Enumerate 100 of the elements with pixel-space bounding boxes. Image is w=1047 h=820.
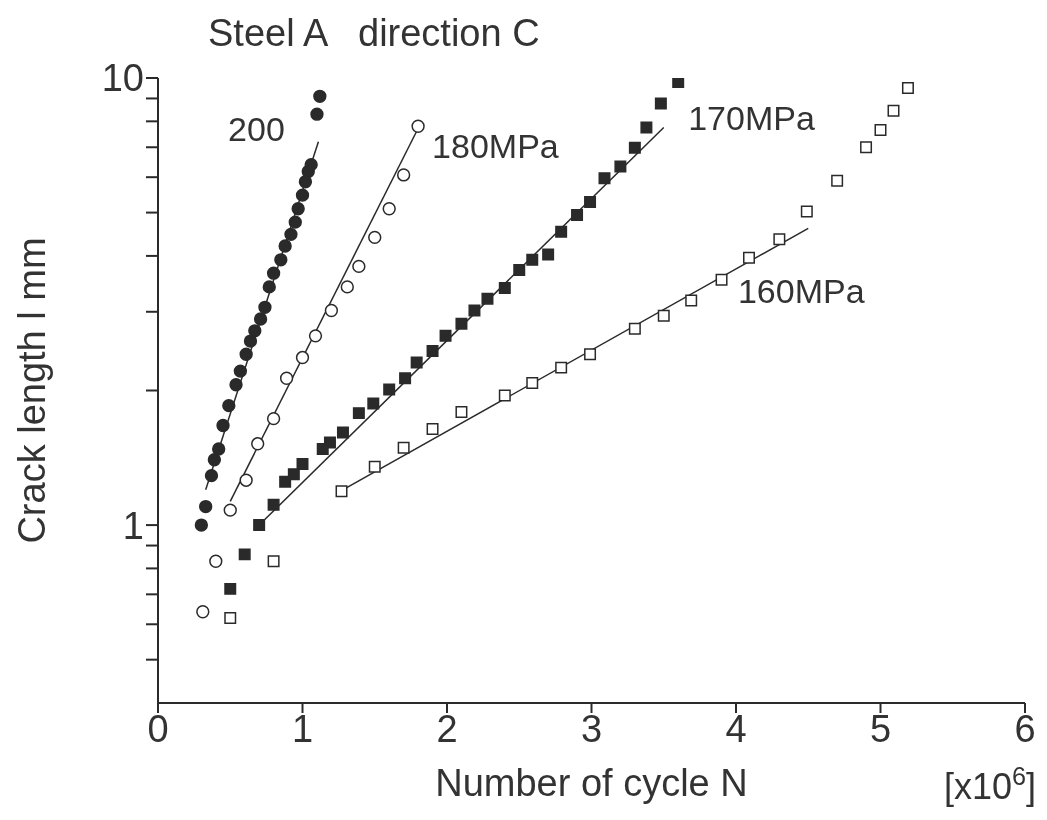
- point: [498, 389, 511, 402]
- point: [773, 233, 786, 246]
- point: [513, 264, 526, 276]
- point: [313, 89, 327, 103]
- point: [860, 141, 873, 154]
- point: [468, 304, 481, 317]
- point: [715, 273, 728, 286]
- point: [335, 485, 348, 498]
- point: [874, 124, 887, 137]
- series-label: 200: [228, 110, 285, 149]
- point: [262, 280, 276, 294]
- point: [526, 376, 539, 389]
- point: [238, 548, 251, 561]
- x-tick-label: 4: [725, 707, 747, 750]
- point: [396, 168, 411, 182]
- point: [266, 266, 281, 280]
- point: [308, 329, 323, 343]
- point: [628, 322, 641, 335]
- point: [279, 475, 292, 488]
- point: [410, 356, 423, 369]
- series-label: 160MPa: [737, 271, 865, 310]
- x-tick-label: 0: [147, 707, 169, 750]
- point: [222, 398, 236, 413]
- x-tick-label: 5: [869, 707, 892, 750]
- point: [204, 468, 219, 483]
- point: [274, 253, 288, 267]
- point: [800, 205, 813, 218]
- point: [426, 423, 439, 436]
- point: [426, 345, 439, 358]
- point: [555, 225, 568, 238]
- point: [887, 104, 900, 117]
- x-tick-label: 2: [436, 707, 458, 750]
- point: [367, 397, 380, 410]
- point: [279, 371, 294, 385]
- point: [209, 554, 223, 568]
- chart-title: Steel A direction C: [208, 11, 540, 56]
- point: [194, 518, 209, 532]
- point: [382, 202, 396, 216]
- series-label: 180MPa: [432, 127, 559, 166]
- point: [224, 611, 237, 624]
- point: [296, 457, 309, 470]
- x-tick-label: 1: [291, 707, 314, 750]
- point: [352, 259, 366, 274]
- point: [199, 499, 213, 514]
- point: [216, 418, 230, 433]
- point: [233, 364, 248, 378]
- point: [526, 253, 539, 266]
- point: [584, 348, 597, 361]
- point: [654, 97, 667, 110]
- point: [284, 227, 298, 241]
- point: [288, 215, 302, 229]
- point: [266, 412, 281, 426]
- point: [640, 121, 653, 134]
- point: [324, 303, 339, 318]
- point: [310, 107, 324, 121]
- point: [229, 378, 243, 392]
- point: [298, 175, 313, 189]
- point: [481, 292, 494, 305]
- point: [614, 160, 627, 173]
- series-label: 170MPa: [688, 98, 815, 137]
- point: [455, 406, 468, 419]
- point: [685, 294, 698, 307]
- point: [223, 503, 237, 517]
- point: [212, 442, 226, 456]
- point: [253, 519, 266, 532]
- point: [498, 282, 511, 295]
- point: [411, 119, 425, 133]
- x-axis-title: Number of cycle N: [435, 762, 748, 804]
- point: [267, 555, 280, 568]
- point: [901, 81, 914, 94]
- point: [555, 361, 568, 374]
- point: [368, 230, 382, 245]
- point: [196, 605, 210, 619]
- point: [267, 498, 280, 511]
- point: [455, 317, 468, 330]
- point: [571, 208, 584, 221]
- point: [304, 158, 318, 172]
- point: [253, 312, 268, 326]
- point: [399, 372, 412, 385]
- point: [239, 347, 253, 361]
- x-tick-label: 6: [1014, 707, 1036, 750]
- point: [295, 188, 310, 202]
- point: [340, 280, 354, 294]
- point: [397, 441, 410, 454]
- point: [258, 300, 272, 314]
- y-axis-title: Crack length l mm: [11, 237, 54, 544]
- point: [598, 172, 611, 185]
- point: [224, 582, 237, 595]
- point: [383, 383, 396, 396]
- point: [295, 350, 310, 365]
- point: [207, 453, 222, 467]
- point: [542, 248, 555, 261]
- point: [278, 239, 292, 253]
- point: [352, 407, 365, 420]
- point: [368, 460, 381, 473]
- point: [672, 78, 685, 88]
- point: [287, 468, 300, 481]
- point: [243, 334, 258, 348]
- point: [657, 309, 670, 322]
- point: [239, 473, 253, 487]
